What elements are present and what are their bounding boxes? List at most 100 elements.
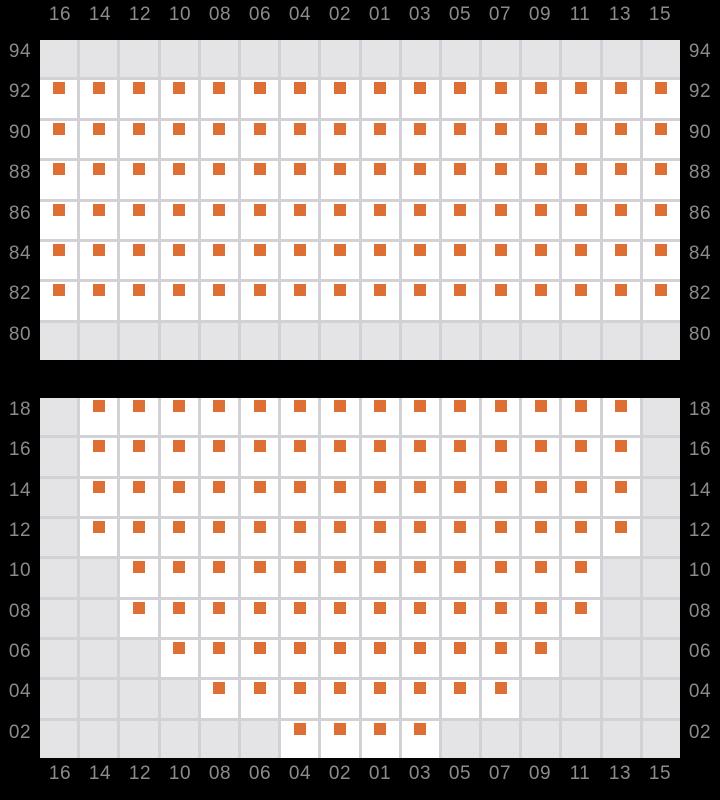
seat-cell[interactable]	[602, 478, 640, 516]
seat-cell[interactable]	[361, 599, 399, 637]
seat-cell[interactable]	[40, 282, 78, 320]
seat-cell[interactable]	[522, 518, 560, 557]
seat-cell[interactable]	[200, 398, 238, 436]
seat-cell[interactable]	[522, 639, 560, 678]
seat-cell[interactable]	[482, 241, 520, 280]
seat-cell[interactable]	[361, 201, 399, 239]
seat-cell[interactable]	[482, 80, 520, 118]
seat-cell[interactable]	[401, 398, 439, 436]
seat-cell[interactable]	[321, 720, 359, 758]
seat-cell[interactable]	[482, 282, 520, 320]
seat-cell[interactable]	[40, 120, 78, 159]
seat-cell[interactable]	[441, 438, 480, 476]
seat-cell[interactable]	[482, 438, 520, 476]
seat-cell[interactable]	[562, 241, 600, 280]
seat-cell[interactable]	[321, 120, 359, 159]
seat-cell[interactable]	[321, 559, 359, 597]
seat-cell[interactable]	[321, 438, 359, 476]
seat-cell[interactable]	[120, 241, 158, 280]
seat-cell[interactable]	[441, 161, 480, 199]
seat-cell[interactable]	[281, 120, 319, 159]
seat-cell[interactable]	[240, 639, 279, 678]
seat-cell[interactable]	[522, 478, 560, 516]
seat-cell[interactable]	[482, 559, 520, 597]
seat-cell[interactable]	[160, 438, 198, 476]
seat-cell[interactable]	[401, 639, 439, 678]
seat-cell[interactable]	[482, 599, 520, 637]
seat-cell[interactable]	[160, 599, 198, 637]
seat-cell[interactable]	[401, 120, 439, 159]
seat-cell[interactable]	[281, 80, 319, 118]
seat-cell[interactable]	[200, 161, 238, 199]
seat-cell[interactable]	[401, 80, 439, 118]
seat-cell[interactable]	[602, 201, 640, 239]
seat-cell[interactable]	[240, 80, 279, 118]
seat-cell[interactable]	[321, 201, 359, 239]
seat-cell[interactable]	[482, 680, 520, 718]
seat-cell[interactable]	[562, 478, 600, 516]
seat-cell[interactable]	[482, 518, 520, 557]
seat-cell[interactable]	[120, 398, 158, 436]
seat-cell[interactable]	[240, 478, 279, 516]
seat-cell[interactable]	[401, 720, 439, 758]
seat-cell[interactable]	[642, 120, 680, 159]
seat-cell[interactable]	[441, 518, 480, 557]
seat-cell[interactable]	[602, 120, 640, 159]
seat-cell[interactable]	[80, 80, 118, 118]
seat-cell[interactable]	[321, 80, 359, 118]
seat-cell[interactable]	[401, 161, 439, 199]
seat-cell[interactable]	[602, 80, 640, 118]
seat-cell[interactable]	[562, 518, 600, 557]
seat-cell[interactable]	[562, 161, 600, 199]
seat-cell[interactable]	[40, 80, 78, 118]
seat-cell[interactable]	[281, 720, 319, 758]
seat-cell[interactable]	[482, 639, 520, 678]
seat-cell[interactable]	[321, 398, 359, 436]
seat-cell[interactable]	[200, 639, 238, 678]
seat-cell[interactable]	[482, 478, 520, 516]
seat-cell[interactable]	[120, 478, 158, 516]
seat-cell[interactable]	[240, 599, 279, 637]
seat-cell[interactable]	[80, 241, 118, 280]
seat-cell[interactable]	[401, 282, 439, 320]
seat-cell[interactable]	[522, 559, 560, 597]
seat-cell[interactable]	[522, 241, 560, 280]
seat-cell[interactable]	[281, 201, 319, 239]
seat-cell[interactable]	[240, 680, 279, 718]
seat-cell[interactable]	[160, 241, 198, 280]
seat-cell[interactable]	[120, 201, 158, 239]
seat-cell[interactable]	[240, 398, 279, 436]
seat-cell[interactable]	[522, 282, 560, 320]
seat-cell[interactable]	[361, 478, 399, 516]
seat-cell[interactable]	[240, 559, 279, 597]
seat-cell[interactable]	[642, 161, 680, 199]
seat-cell[interactable]	[281, 599, 319, 637]
seat-cell[interactable]	[240, 120, 279, 159]
seat-cell[interactable]	[401, 680, 439, 718]
seat-cell[interactable]	[642, 80, 680, 118]
seat-cell[interactable]	[401, 438, 439, 476]
seat-cell[interactable]	[562, 559, 600, 597]
seat-cell[interactable]	[562, 438, 600, 476]
seat-cell[interactable]	[602, 398, 640, 436]
seat-cell[interactable]	[281, 518, 319, 557]
seat-cell[interactable]	[361, 80, 399, 118]
seat-cell[interactable]	[522, 80, 560, 118]
seat-cell[interactable]	[401, 518, 439, 557]
seat-cell[interactable]	[441, 398, 480, 436]
seat-cell[interactable]	[522, 599, 560, 637]
seat-cell[interactable]	[602, 241, 640, 280]
seat-cell[interactable]	[120, 80, 158, 118]
seat-cell[interactable]	[120, 438, 158, 476]
seat-cell[interactable]	[642, 282, 680, 320]
seat-cell[interactable]	[160, 398, 198, 436]
seat-cell[interactable]	[441, 639, 480, 678]
seat-cell[interactable]	[441, 599, 480, 637]
seat-cell[interactable]	[321, 282, 359, 320]
seat-cell[interactable]	[40, 201, 78, 239]
seat-cell[interactable]	[200, 599, 238, 637]
seat-cell[interactable]	[240, 161, 279, 199]
seat-cell[interactable]	[80, 518, 118, 557]
seat-cell[interactable]	[160, 518, 198, 557]
seat-cell[interactable]	[120, 120, 158, 159]
